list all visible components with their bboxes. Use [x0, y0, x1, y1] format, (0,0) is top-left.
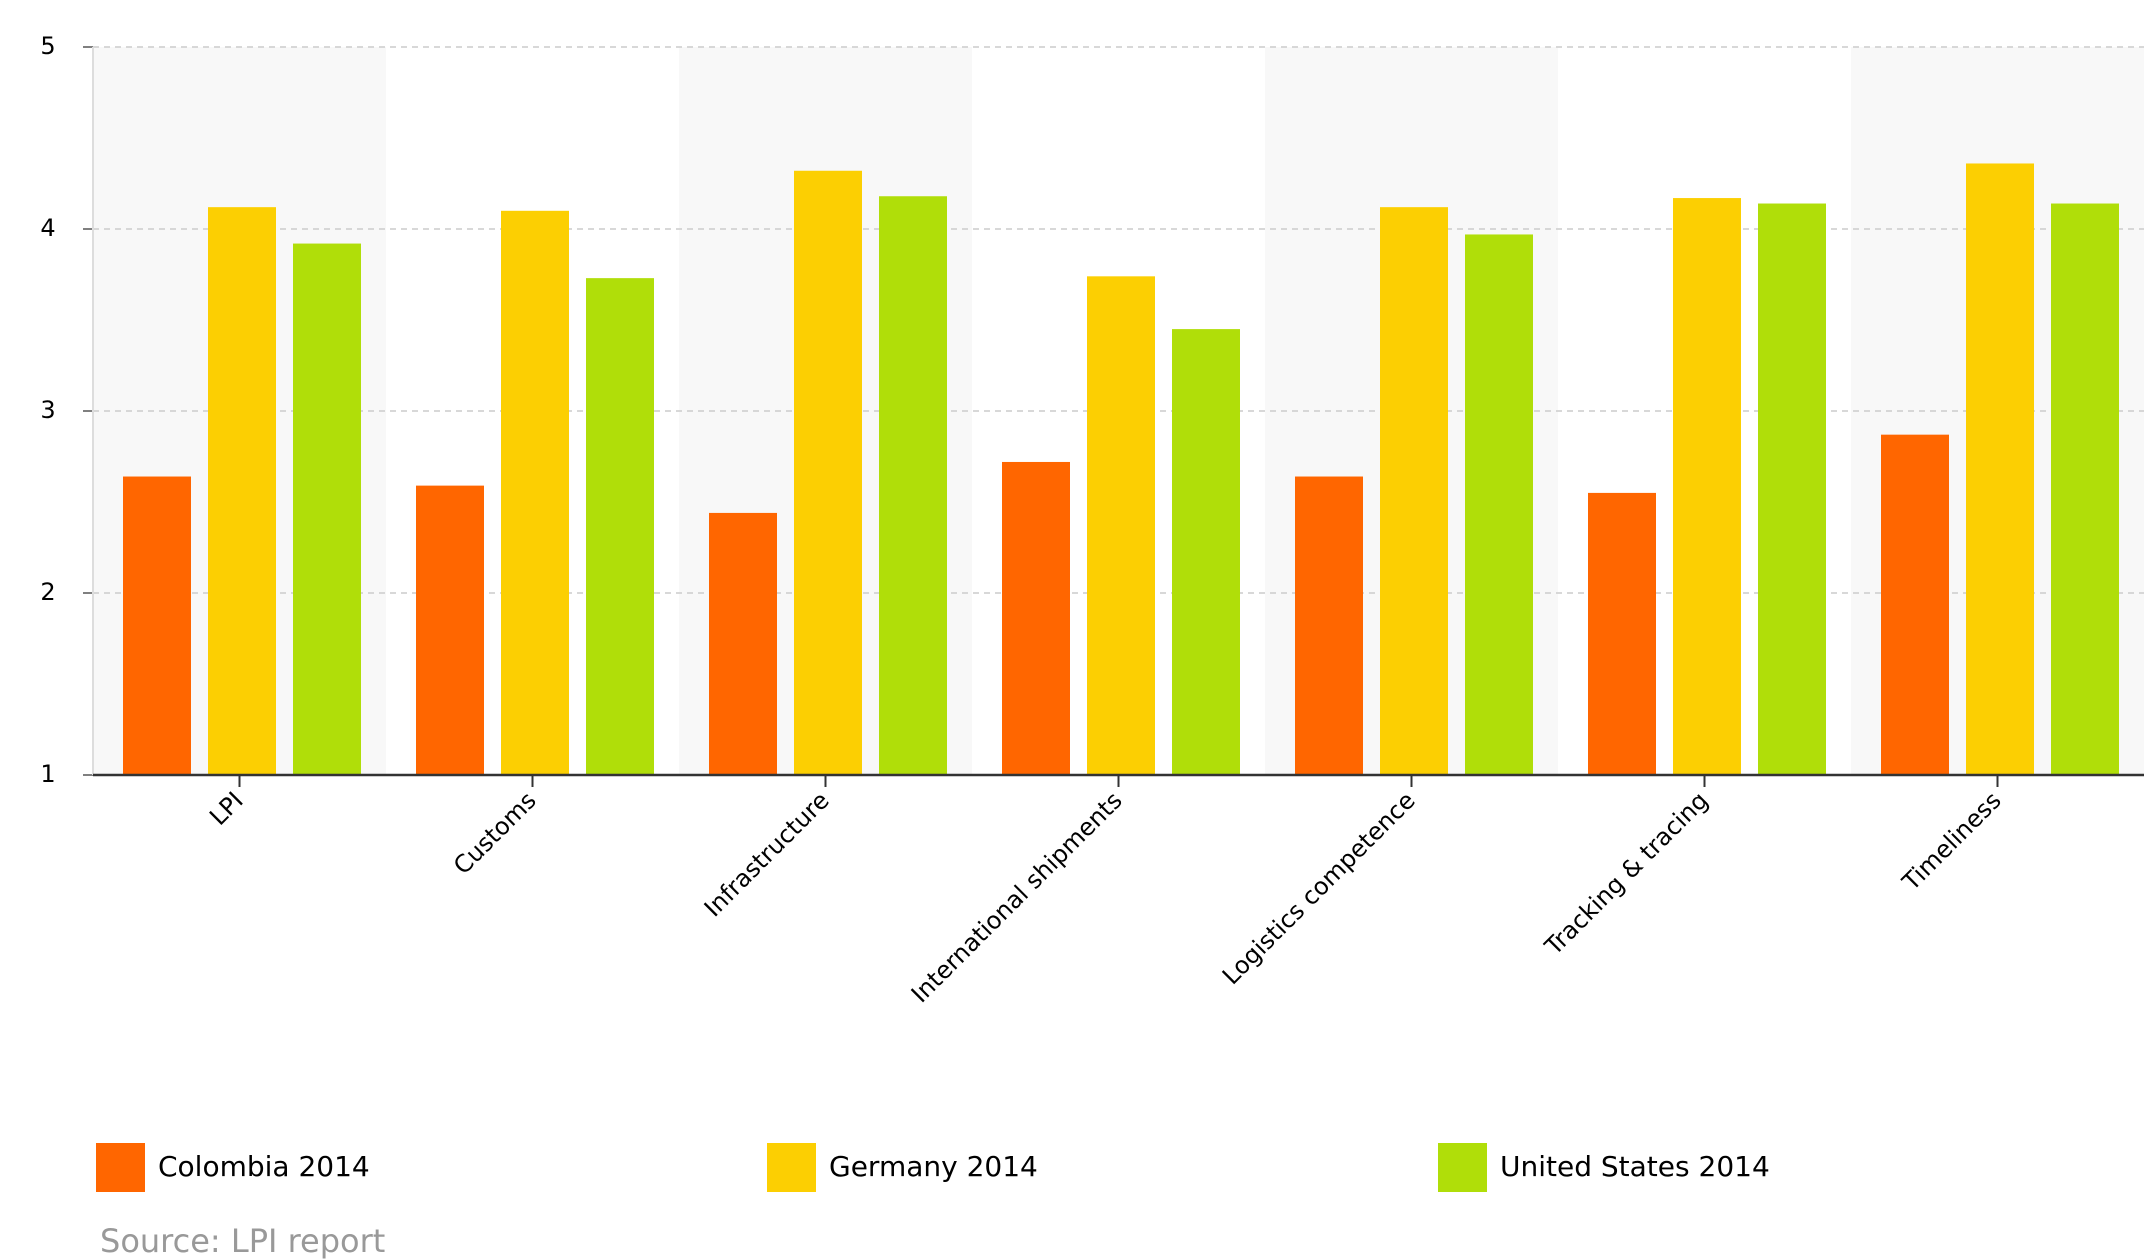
bar	[1673, 198, 1741, 775]
legend-swatch	[1438, 1143, 1487, 1192]
bar	[208, 207, 276, 775]
x-tick-label: Infrastructure	[699, 786, 835, 922]
y-tick-label: 2	[40, 578, 55, 606]
x-tick-label: Logistics competence	[1217, 786, 1421, 990]
legend-swatch	[767, 1143, 816, 1192]
bar	[416, 485, 484, 775]
bar	[2051, 203, 2119, 775]
bar	[1966, 163, 2034, 776]
y-tick-label: 3	[40, 396, 55, 424]
y-tick-label: 4	[40, 214, 55, 242]
x-tick-label: Timeliness	[1896, 786, 2006, 896]
legend-label: Germany 2014	[829, 1150, 1038, 1183]
bar	[1380, 207, 1448, 775]
x-tick-label: Customs	[448, 786, 542, 880]
bar	[1465, 234, 1533, 775]
bar	[123, 476, 191, 775]
bar	[1172, 329, 1240, 775]
bar	[1588, 492, 1656, 775]
legend-label: Colombia 2014	[158, 1150, 370, 1183]
legend-swatch	[96, 1143, 145, 1192]
bar	[293, 243, 361, 775]
bar	[879, 196, 947, 776]
legend-label: United States 2014	[1500, 1150, 1770, 1183]
bar	[586, 278, 654, 775]
y-tick-label: 1	[40, 760, 55, 788]
y-tick-label: 5	[40, 32, 55, 60]
x-tick-label: LPI	[204, 786, 248, 830]
bar	[794, 170, 862, 775]
bar	[501, 210, 569, 776]
bar	[1758, 203, 1826, 775]
source-note: Source: LPI report	[100, 1222, 385, 1260]
bar	[1881, 434, 1949, 775]
x-tick-label: International shipments	[906, 786, 1128, 1008]
x-tick-label: Tracking & tracing	[1539, 786, 1714, 961]
bar	[1087, 276, 1155, 775]
bar	[1002, 461, 1070, 775]
bar	[709, 512, 777, 775]
bar	[1295, 476, 1363, 775]
